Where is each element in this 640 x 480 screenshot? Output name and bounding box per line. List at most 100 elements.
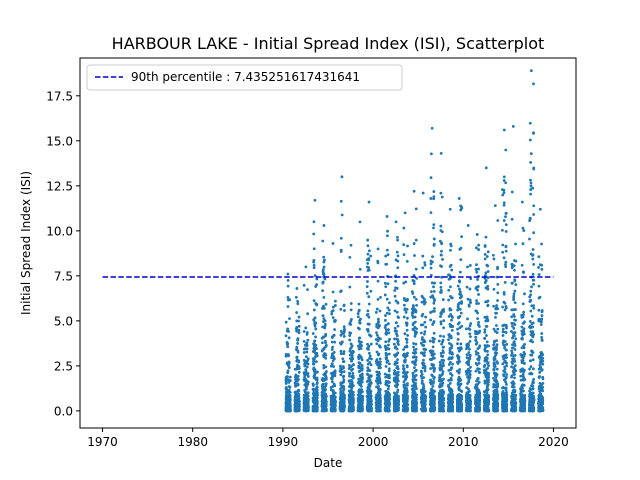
data-point <box>465 285 469 289</box>
data-point <box>312 220 316 224</box>
data-point <box>365 285 369 289</box>
data-point <box>357 327 361 331</box>
data-point <box>432 352 436 356</box>
data-point <box>369 334 373 338</box>
data-point <box>387 347 391 351</box>
data-point <box>325 370 328 373</box>
data-point <box>351 390 355 394</box>
data-point <box>441 308 445 312</box>
data-point <box>469 322 473 325</box>
data-point <box>468 373 472 377</box>
data-point <box>287 361 291 365</box>
data-point <box>305 387 308 391</box>
data-point <box>333 328 336 331</box>
data-point <box>306 338 310 342</box>
data-point <box>458 315 462 318</box>
data-point <box>377 320 380 323</box>
data-point <box>385 330 388 334</box>
data-point <box>376 339 380 343</box>
data-point <box>385 262 389 266</box>
data-point <box>429 211 433 214</box>
data-point <box>322 364 326 367</box>
data-point <box>342 400 346 404</box>
data-point <box>451 316 454 319</box>
data-point <box>288 386 292 389</box>
data-point <box>383 281 387 285</box>
data-point <box>475 270 479 274</box>
data-point <box>306 394 310 398</box>
data-point <box>324 382 328 386</box>
data-point <box>331 316 335 320</box>
data-point <box>433 337 436 341</box>
data-point <box>340 213 344 217</box>
data-point <box>449 360 452 364</box>
data-point <box>468 354 472 358</box>
data-point <box>450 344 454 348</box>
data-point <box>295 311 299 314</box>
data-point <box>342 325 346 329</box>
data-point <box>297 367 301 371</box>
data-point <box>333 374 337 378</box>
data-point <box>464 327 468 331</box>
data-point <box>342 366 345 370</box>
data-point <box>306 312 310 316</box>
data-point <box>378 394 382 397</box>
data-point <box>431 381 435 385</box>
data-point <box>476 278 479 281</box>
data-point <box>432 226 435 230</box>
data-point <box>385 248 389 252</box>
data-point <box>423 300 427 304</box>
data-point <box>342 360 346 363</box>
data-point <box>476 317 480 321</box>
data-point <box>403 332 407 336</box>
data-point <box>414 351 418 355</box>
data-point <box>352 350 355 354</box>
data-point <box>348 374 351 378</box>
data-point <box>468 264 472 267</box>
data-point <box>442 351 445 354</box>
data-point <box>439 281 443 285</box>
data-point <box>450 356 454 359</box>
data-point <box>324 409 328 412</box>
data-point <box>376 261 380 265</box>
data-point <box>314 321 318 325</box>
data-point <box>414 368 418 372</box>
data-point <box>351 363 355 367</box>
data-point <box>439 224 443 228</box>
data-point <box>456 284 460 288</box>
data-point <box>431 385 435 388</box>
data-point <box>387 322 390 326</box>
data-point <box>324 365 328 369</box>
data-point <box>365 291 369 295</box>
data-point <box>287 336 291 340</box>
data-point <box>415 387 418 391</box>
data-point <box>397 403 400 407</box>
data-point <box>429 318 433 322</box>
data-point <box>432 237 436 241</box>
data-point <box>429 266 433 270</box>
data-point <box>439 322 443 326</box>
data-point <box>396 367 400 371</box>
data-point <box>312 308 316 312</box>
data-point <box>447 288 451 292</box>
data-point <box>333 357 336 361</box>
data-point <box>402 226 406 230</box>
data-point <box>405 399 409 403</box>
data-point <box>456 327 459 331</box>
data-point <box>387 352 391 356</box>
data-point <box>331 345 334 349</box>
data-point <box>324 302 328 306</box>
data-point <box>405 389 409 393</box>
data-point-season-max <box>457 197 461 200</box>
data-point <box>395 334 399 338</box>
data-point-season-max <box>349 243 353 247</box>
data-point <box>384 364 388 368</box>
data-point <box>474 246 478 250</box>
data-point <box>375 342 379 346</box>
data-point <box>457 370 461 374</box>
data-point <box>294 373 298 377</box>
data-point <box>342 405 346 409</box>
data-point <box>468 332 472 336</box>
data-point <box>287 329 290 333</box>
data-point <box>397 397 400 400</box>
